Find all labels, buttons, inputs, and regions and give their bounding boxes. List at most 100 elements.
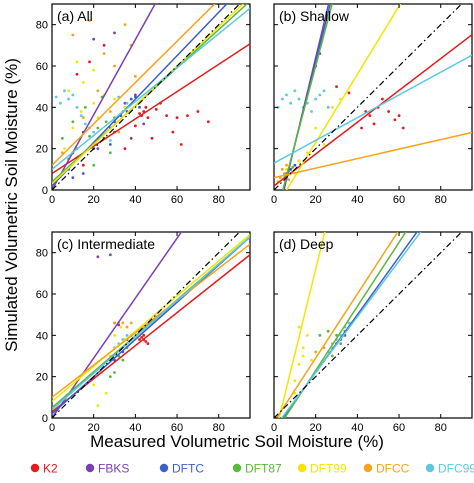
legend-item-k2: K2 [30, 462, 58, 476]
panel-2: 0 20 40 60 80 (b) Shallow [271, 3, 473, 206]
fit-line-dfc99 [52, 7, 250, 170]
data-point [144, 340, 148, 343]
data-point [92, 383, 96, 387]
data-point [75, 60, 79, 64]
data-point [280, 97, 284, 101]
x-tick-label: 40 [129, 194, 141, 206]
x-tick-label: 60 [393, 422, 405, 434]
x-tick-label: 40 [351, 194, 363, 206]
data-point [289, 101, 293, 105]
x-tick-label: 60 [171, 422, 183, 434]
x-tick-label: 40 [129, 422, 141, 434]
y-tick-label: 60 [36, 289, 48, 301]
data-point [121, 321, 125, 325]
data-point [387, 110, 391, 113]
data-point [96, 147, 100, 151]
data-point [104, 391, 108, 395]
fit-line-dfc99 [280, 232, 422, 418]
data-point [171, 130, 175, 134]
one-to-one-line [274, 232, 463, 418]
data-point [113, 371, 116, 374]
data-point [175, 116, 179, 120]
data-point [133, 124, 137, 128]
data-point [67, 89, 71, 93]
x-tick-label: 40 [351, 422, 363, 434]
x-tick-label: 20 [310, 194, 322, 206]
data-point [287, 178, 290, 182]
panel-1: 0 20 40 60 80 0 20 40 60 80 (a) All [36, 3, 251, 206]
data-point [129, 97, 133, 101]
data-point [401, 126, 405, 130]
data-point [285, 163, 288, 167]
fit-line-dfc99 [274, 54, 472, 164]
plot-area [52, 4, 250, 190]
data-point [108, 375, 112, 379]
data-point [186, 114, 189, 117]
plot-frame [273, 231, 473, 419]
legend-label: DFT99 [310, 462, 347, 476]
data-point [102, 43, 106, 47]
data-point [92, 163, 96, 167]
one-to-one-line [274, 4, 463, 190]
legend-label: DFT87 [245, 462, 282, 476]
data-point [123, 101, 127, 105]
one-to-one-line [52, 4, 241, 190]
data-point [125, 101, 129, 105]
x-tick-label: 60 [171, 194, 183, 206]
panel-title: (d) Deep [279, 236, 334, 252]
legend-label: FBKS [98, 462, 129, 476]
legend-marker [425, 463, 435, 473]
fit-line-dft99 [278, 232, 326, 418]
data-point [61, 136, 64, 140]
data-point [113, 321, 116, 325]
y-axis-label: Simulated Volumetric Soil Moisture (%) [2, 58, 21, 352]
legend-marker [232, 463, 242, 473]
data-point [121, 358, 125, 362]
x-tick-label: 60 [393, 194, 405, 206]
x-tick-label: 20 [88, 422, 100, 434]
data-point [83, 105, 87, 109]
x-tick-label: 0 [49, 194, 55, 206]
fit-line-dfcc [52, 4, 216, 166]
data-point [305, 151, 309, 155]
data-point [322, 89, 326, 93]
data-point [113, 31, 116, 35]
data-point [297, 362, 301, 366]
data-point [297, 159, 301, 163]
y-tick-label: 0 [42, 413, 48, 425]
data-point [125, 333, 129, 337]
data-point [121, 338, 125, 341]
x-tick-label: 80 [213, 194, 225, 206]
data-point [305, 333, 309, 337]
data-point [310, 110, 313, 113]
x-tick-label: 80 [435, 194, 447, 206]
data-point [81, 116, 85, 120]
x-tick-label: 80 [435, 422, 447, 434]
data-point [79, 114, 83, 117]
data-point [142, 122, 146, 126]
y-tick-label: 20 [36, 372, 48, 384]
data-point [123, 23, 127, 27]
plot-area [52, 232, 250, 418]
series-dft99 [63, 60, 127, 151]
data-point [75, 72, 79, 76]
data-point [154, 108, 158, 111]
data-point [129, 321, 133, 325]
legend: K2 FBKS DFTC DFT87 DFT99 DFCC DFC99 [30, 462, 474, 476]
y-tick-label: 60 [36, 61, 48, 73]
data-point [102, 52, 106, 55]
y-tick-label: 20 [36, 144, 48, 156]
series-k2 [335, 85, 405, 130]
data-point [125, 325, 129, 329]
data-point [138, 338, 141, 341]
series-fbks [81, 31, 146, 151]
data-point [146, 342, 150, 345]
fit-line-fbks [52, 4, 156, 190]
data-point [92, 130, 96, 134]
x-axis-label: Measured Volumetric Soil Moisture (%) [90, 432, 384, 451]
y-tick-label: 0 [42, 185, 48, 197]
data-point [71, 33, 75, 37]
data-point [146, 116, 150, 120]
data-point [104, 120, 108, 124]
